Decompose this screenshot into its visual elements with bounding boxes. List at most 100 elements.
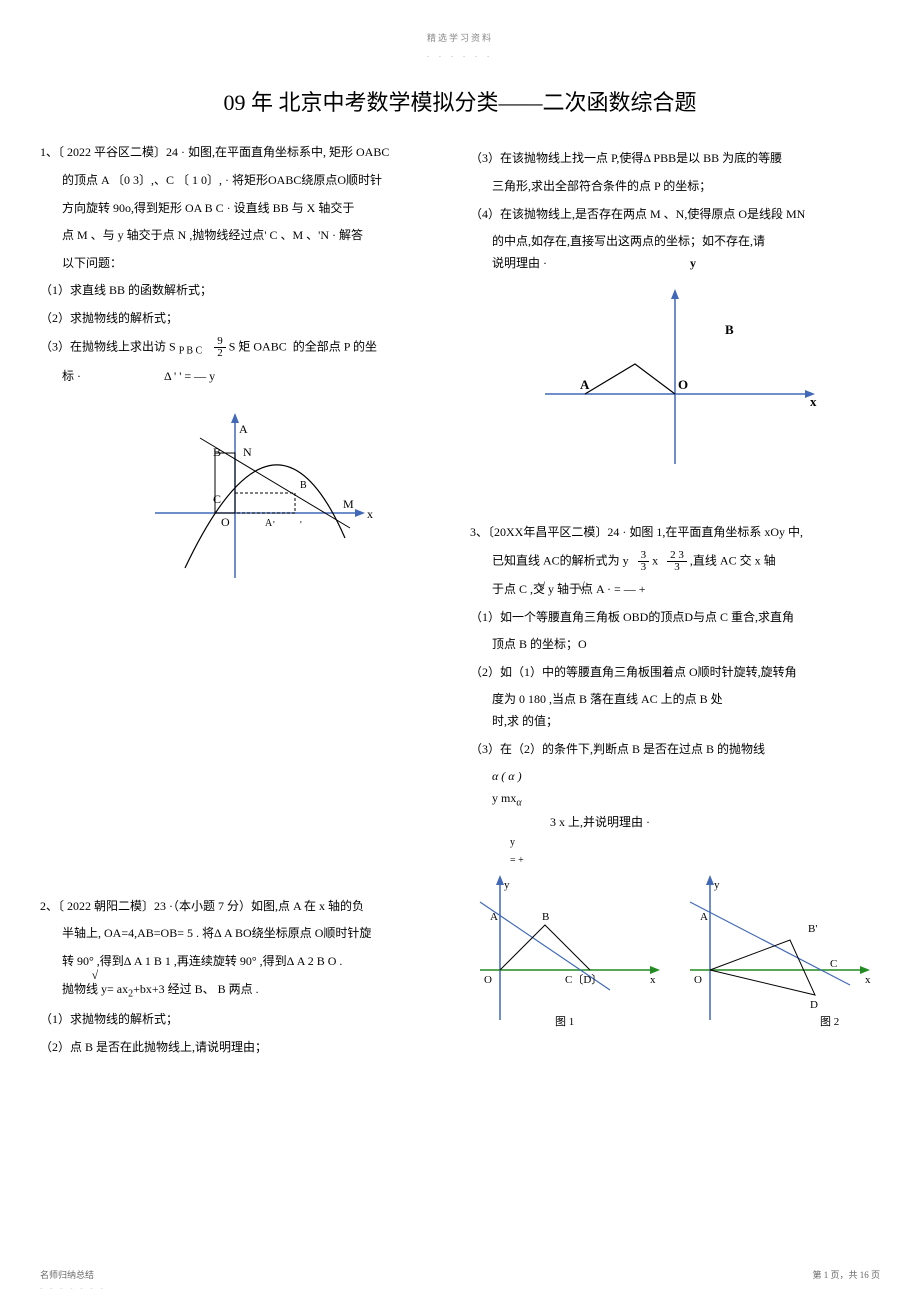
p1-q2: （2）求抛物线的解析式；: [40, 308, 450, 330]
p3-alpha-line: α ( α ): [470, 766, 880, 788]
g3b-xa: [860, 966, 870, 974]
p3-l2-mid: x: [652, 553, 658, 567]
label-A: A: [239, 422, 248, 436]
p3-line1: 3、〔20XX年昌平区二模〕24 · 如图 1,在平面直角坐标系 xOy 中,: [470, 522, 880, 544]
label-A2: A: [265, 518, 273, 529]
p1-line1: 1、〔 2022 平谷区二模〕24 · 如图,在平面直角坐标系中, 矩形 OAB…: [40, 142, 450, 164]
footer-sub: - - - - - - -: [40, 1282, 106, 1295]
g2-y-arrow: [671, 289, 679, 299]
g3a-lx: x: [650, 974, 656, 986]
p3-frac2: 2 3 3: [667, 550, 687, 573]
g2-label-O: O: [678, 377, 688, 392]
p1-line5: 以下问题：: [40, 253, 450, 275]
p1-q3-delta: Δ ' ' = — y: [164, 369, 215, 383]
graph-2-svg: B A O x: [525, 284, 825, 484]
g3a-caption: 图 1: [555, 1015, 574, 1028]
p2-y-label: y: [690, 256, 696, 270]
g2-triangle: [585, 364, 675, 394]
p3-line3: 于点 C ,交 y 轴于点 A · = — + √ √: [470, 579, 880, 601]
p2-q4: （4）在该抛物线上,是否存在两点 M 、N,使得原点 O是线段 MN: [470, 204, 880, 226]
g3b-ya: [706, 875, 714, 885]
g3a-lc: C〔D〕: [565, 973, 602, 986]
g2-label-B: B: [725, 322, 734, 337]
problem-2: 2、〔 2022 朝阳二模〕23 ·（本小题 7 分）如图,点 A 在 x 轴的…: [40, 896, 450, 1058]
p1-q3-mid: S 矩 OABC: [229, 339, 287, 353]
p3-graphs-row: y A B O C〔D〕 x 图 1: [470, 870, 880, 1040]
p1-q3-frac: 9 2: [214, 336, 226, 359]
page-top-sub: - - - - - -: [40, 50, 880, 63]
p1-q3-biao: 标 ·: [62, 369, 81, 383]
label-B3: ': [300, 520, 302, 531]
p1-q3-post: 的全部点 P 的坐: [293, 339, 377, 353]
p2-q4-2: 的中点,如存在,直接写出这两点的坐标；如不存在,请: [470, 231, 880, 253]
label-C: C: [213, 492, 221, 506]
p3-q3-3: 3 x 上,并说明理由 ·: [470, 812, 880, 834]
graph-1-container: A B N C O A B ' ' M x: [40, 398, 450, 618]
g3b-caption: 图 2: [820, 1015, 839, 1028]
frac-d: 2: [214, 348, 226, 359]
p2-q4-3-text: 说明理由 ·: [492, 256, 547, 270]
label-x: x: [367, 507, 373, 521]
p3-alpha: α ( α ): [492, 769, 522, 783]
p2-line2: 半轴上, OA=4,AB=OB= 5 . 将Δ A BO绕坐标原点 O顺时针旋: [40, 923, 450, 945]
p3-l3-text: 于点 C ,交 y 轴于点 A · = — +: [492, 582, 649, 596]
graph-3b-container: y A B' O C D x 图 2: [680, 870, 880, 1040]
problem-3: 3、〔20XX年昌平区二模〕24 · 如图 1,在平面直角坐标系 xOy 中, …: [470, 522, 880, 1039]
graph-3a-svg: y A B O C〔D〕 x 图 1: [470, 870, 670, 1040]
p3-l2-pre: 已知直线 AC的解析式为 y: [492, 553, 629, 567]
p2-line1: 2、〔 2022 朝阳二模〕23 ·（本小题 7 分）如图,点 A 在 x 轴的…: [40, 896, 450, 918]
p3-q1-2: 顶点 B 的坐标；O: [470, 634, 880, 656]
footer-right: 第 1 页，共 16 页: [812, 1267, 880, 1283]
p3-yeq: y= +: [470, 834, 880, 870]
p3-q1: （1）如一个等腰直角三角板 OBD的顶点D与点 C 重合,求直角: [470, 607, 880, 629]
g2-label-x: x: [810, 394, 817, 409]
page-top-header: 精选学习资料: [40, 30, 880, 46]
p3-q2: （2）如（1）中的等腰直角三角板围着点 O顺时针旋转,旋转角: [470, 662, 880, 684]
label-B: B: [213, 445, 221, 459]
spacer: [40, 636, 450, 896]
p1-q3-sub1: P B C: [179, 345, 203, 356]
p3-q2-2: 度为 0 180 ,当点 B 落在直线 AC 上的点 B 处: [470, 689, 880, 711]
left-column: 1、〔 2022 平谷区二模〕24 · 如图,在平面直角坐标系中, 矩形 OAB…: [40, 142, 450, 1076]
label-O: O: [221, 515, 230, 529]
p1-q3-pre: （3）在抛物线上求出访 S: [40, 339, 176, 353]
frac-n: 9: [214, 336, 226, 348]
footer-left: 名师归纳总结: [40, 1267, 94, 1283]
p1-line2: 的顶点 A 〔0 3〕,、C 〔 1 0〕, · 将矩形OABC绕原点O顺时针: [40, 170, 450, 192]
g3b-lo: O: [694, 974, 702, 986]
g3a-ya: [496, 875, 504, 885]
g3b-ld: D: [810, 999, 818, 1011]
spacer-2: [470, 502, 880, 522]
p2-q2: （2）点 B 是否在此抛物线上,请说明理由；: [40, 1037, 450, 1059]
label-tick: ': [273, 520, 275, 531]
g3a-tri: [500, 925, 590, 970]
problem-1: 1、〔 2022 平谷区二模〕24 · 如图,在平面直角坐标系中, 矩形 OAB…: [40, 142, 450, 617]
problem-2-cont: （3）在该抛物线上找一点 P,使得Δ PBB是以 BB 为底的等腰 三角形,求出…: [470, 148, 880, 484]
g3a-xa: [650, 966, 660, 974]
p1-line3: 方向旋转 90o,得到矩形 OA B C · 设直线 BB 与 X 轴交于: [40, 198, 450, 220]
g3a-la: A: [490, 911, 498, 923]
right-column: （3）在该抛物线上找一点 P,使得Δ PBB是以 BB 为底的等腰 三角形,求出…: [470, 142, 880, 1076]
graph-1-svg: A B N C O A B ' ' M x: [115, 398, 375, 618]
frac1-d: 3: [638, 562, 650, 573]
label-B2: B: [300, 480, 307, 491]
p3-q3-2: y mxα: [470, 788, 880, 812]
g3b-la: A: [700, 911, 708, 923]
graph-3a-container: y A B O C〔D〕 x 图 1: [470, 870, 670, 1040]
g3b-lc: C: [830, 958, 837, 970]
g3b-line-ac: [690, 902, 850, 985]
p2-line3: 转 90° ,得到Δ A 1 B 1 ,再连续旋转 90° ,得到Δ A 2 B…: [40, 951, 450, 973]
p1-line4: 点 M 、与 y 轴交于点 N ,抛物线经过点' C 、M 、'N · 解答: [40, 225, 450, 247]
g2-label-A: A: [580, 377, 590, 392]
g3b-tri: [710, 940, 815, 995]
p2-q3: （3）在该抛物线上找一点 P,使得Δ PBB是以 BB 为底的等腰: [470, 148, 880, 170]
label-N: N: [243, 445, 252, 459]
frac2-d: 3: [667, 562, 687, 573]
p3-q3: （3）在（2）的条件下,判断点 B 是否在过点 B 的抛物线: [470, 739, 880, 761]
p3-frac1: 3 3: [638, 550, 650, 573]
p3-q2-3: 时,求 的值；: [470, 711, 880, 733]
p1-q3-line2: 标 · Δ ' ' = — y: [40, 366, 450, 388]
p2-q3-2: 三角形,求出全部符合条件的点 P 的坐标；: [470, 176, 880, 198]
p3-yeq-text: = +: [510, 855, 524, 866]
p2-line4: 抛物线 y= ax2+bx+3 经过 B、 B 两点 . √: [40, 979, 450, 1003]
